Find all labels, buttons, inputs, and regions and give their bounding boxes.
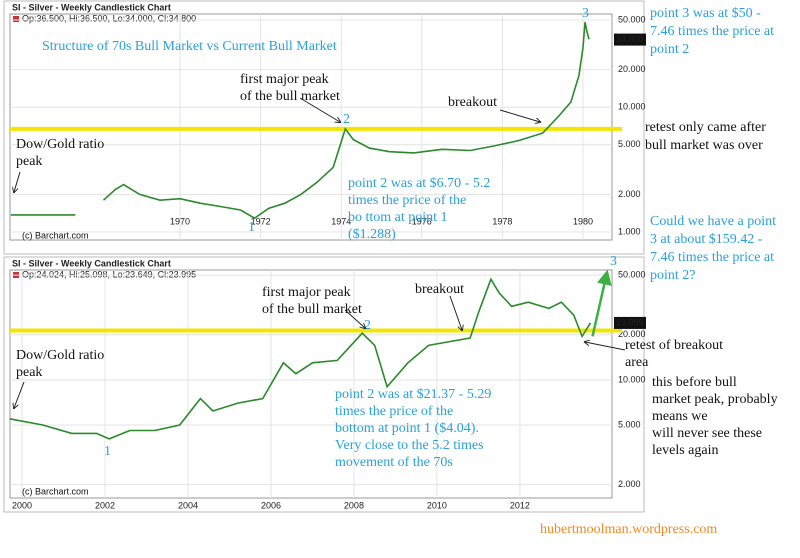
annotation: levels again [652, 443, 718, 458]
annotation: 3 [610, 254, 617, 269]
y-tick-label: 20.000 [618, 64, 646, 74]
x-tick-label: 2012 [510, 500, 530, 510]
y-tick-label: 2.000 [618, 479, 641, 489]
x-tick-label: 2004 [178, 500, 198, 510]
annotation: Could we have a point [650, 214, 776, 229]
projection-arrow [591, 269, 612, 337]
annotation: will never see these [652, 426, 762, 441]
ohlc-icon [13, 16, 19, 22]
annotation: bo ttom at point 1 [348, 210, 448, 225]
x-tick-label: 1976 [412, 216, 432, 226]
footer: hubertmoolman.wordpress.com [540, 522, 717, 537]
plot-area [9, 269, 613, 499]
annotation: 3 at about $159.42 - [650, 232, 763, 247]
chart-panel: SI - Silver - Weekly Candlestick ChartOp… [3, 256, 646, 513]
annotation: of the bull market [262, 302, 362, 317]
pointer-arrows [14, 97, 626, 408]
annotation: breakout [448, 95, 497, 110]
last-price-label: 23.995 [616, 317, 644, 327]
price-line [9, 277, 592, 440]
annotation: Dow/Gold ratio [16, 137, 104, 152]
chart-title: SI - Silver - Weekly Candlestick Chart [12, 258, 171, 268]
x-tick-label: 2010 [427, 500, 447, 510]
last-price-label: 34.800 [616, 34, 644, 44]
y-tick-label: 50.000 [618, 270, 646, 280]
annotation: this before bull [652, 375, 737, 390]
annotation: Structure of 70s Bull Market vs Current … [42, 39, 337, 54]
annotation: means we [652, 409, 708, 424]
annotation: of the bull market [240, 89, 340, 104]
x-tick-label: 1974 [331, 216, 351, 226]
annotation: point 2? [650, 268, 696, 283]
annotation: point 2 was at $6.70 - 5.2 [348, 176, 490, 191]
annotation: Dow/Gold ratio [16, 348, 104, 363]
annotation: 7.46 times the price at [650, 250, 774, 265]
annotation: 2 [364, 318, 371, 333]
annotation: market peak, probably [652, 392, 778, 407]
arrow [344, 309, 365, 328]
y-tick-label: 10.000 [618, 374, 646, 384]
annotation: point 3 was at $50 - [650, 6, 761, 21]
annotation: times the price of the [335, 404, 453, 419]
annotation: retest only came after [645, 120, 766, 135]
last-price-box [614, 316, 646, 329]
chart-title: SI - Silver - Weekly Candlestick Chart [12, 2, 171, 12]
annotation: 2 [343, 112, 350, 127]
y-tick-label: 20.000 [618, 329, 646, 339]
annotation: point 2 [650, 42, 689, 57]
annotation: 1 [104, 444, 111, 459]
annotation: times the price of the [348, 193, 466, 208]
arrow [14, 381, 25, 408]
annotation: breakout [415, 282, 464, 297]
x-tick-label: 2008 [344, 500, 364, 510]
annotation: (c) Barchart.com [22, 486, 89, 496]
arrow [14, 171, 21, 192]
x-tick-label: 1978 [492, 216, 512, 226]
annotation: 7.46 times the price at [650, 24, 774, 39]
chart-subtitle: Op:24.024, Hi:25.098, Lo:23.649, Cl:23.9… [22, 269, 196, 279]
x-tick-label: 1980 [573, 216, 593, 226]
annotation: point 2 was at $21.37 - 5.29 [335, 387, 491, 402]
annotation: Very close to the 5.2 times [335, 438, 484, 453]
arrow [585, 342, 626, 351]
x-tick-label: 1972 [251, 216, 271, 226]
x-tick-label: 2006 [261, 500, 281, 510]
annotation: 3 [582, 6, 589, 21]
y-tick-label: 1.000 [618, 226, 641, 236]
x-tick-label: 2000 [12, 500, 32, 510]
x-tick-label: 2002 [95, 500, 115, 510]
y-tick-label: 10.000 [618, 102, 646, 112]
annotation: bull market was over [645, 138, 763, 153]
annotation: peak [16, 154, 42, 169]
chart-subtitle: Op:36.500, Hi:36.500, Lo:34.000, Cl:34.8… [22, 13, 196, 23]
arrow [499, 109, 540, 122]
annotation: retest of breakout [625, 338, 723, 353]
y-tick-label: 2.000 [618, 189, 641, 199]
last-price-box [614, 33, 646, 46]
chart-panel: SI - Silver - Weekly Candlestick ChartOp… [3, 0, 646, 255]
annotation: (c) Barchart.com [22, 230, 89, 240]
x-tick-label: 1970 [170, 216, 190, 226]
y-tick-label: 50.000 [618, 14, 646, 24]
arrow [449, 295, 462, 330]
annotation: area [625, 355, 649, 370]
price-line [10, 22, 590, 220]
annotation: first major peak [240, 72, 329, 87]
annotation: peak [16, 365, 42, 380]
annotation: 1 [248, 220, 255, 235]
y-tick-label: 5.000 [618, 139, 641, 149]
annotation: first major peak [262, 285, 351, 300]
annotation: movement of the 70s [335, 455, 453, 470]
arrow [299, 97, 340, 122]
annotation: ($1.288) [348, 227, 396, 242]
annotation: bottom at point 1 ($4.04). [335, 421, 479, 436]
y-tick-label: 5.000 [618, 419, 641, 429]
